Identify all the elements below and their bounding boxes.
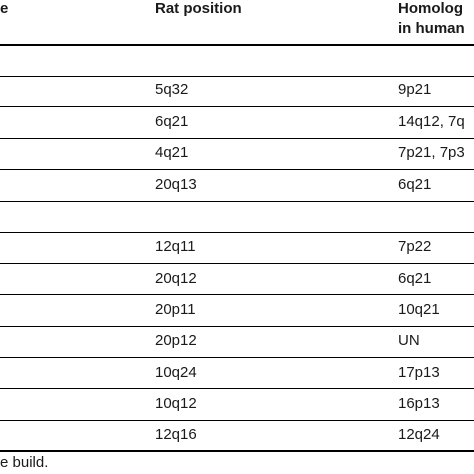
human-cell-row-9: 17p13	[398, 364, 440, 381]
homolog-header-line2: in human	[398, 20, 465, 37]
human-cell-row-10: 16p13	[398, 395, 440, 412]
row-rule-6	[0, 294, 474, 295]
rat-cell-row-4: 20q13	[155, 176, 197, 193]
row-rule-1	[0, 106, 474, 107]
row-rule-4	[0, 201, 474, 202]
row-rule-8	[0, 357, 474, 358]
rat-cell-row-11: 12q16	[155, 426, 197, 443]
rat-cell-row-3: 4q21	[155, 144, 189, 161]
rat-cell-row-1: 5q32	[155, 81, 189, 98]
rat-cell-row-7: 20p11	[155, 301, 196, 318]
row-rule-10	[0, 420, 474, 421]
rat-cell-row-10: 10q12	[155, 395, 197, 412]
human-cell-row-11: 12q24	[398, 426, 440, 443]
rat-cell-row-5: 12q11	[155, 238, 196, 255]
gene-column-header: e	[0, 0, 9, 17]
human-cell-row-6: 6q21	[398, 270, 432, 287]
rat-cell-row-2: 6q21	[155, 113, 189, 130]
human-cell-row-2: 14q12, 7q	[398, 113, 465, 130]
human-cell-row-3: 7p21, 7p3	[398, 144, 465, 161]
section-rule-2	[0, 232, 474, 233]
rat-cell-row-9: 10q24	[155, 364, 197, 381]
row-rule-2	[0, 138, 474, 139]
rat-cell-row-8: 20p12	[155, 332, 197, 349]
row-rule-5	[0, 263, 474, 264]
row-rule-7	[0, 326, 474, 327]
rat-position-header: Rat position	[155, 0, 242, 17]
human-cell-row-5: 7p22	[398, 238, 432, 255]
row-rule-9	[0, 388, 474, 389]
bottom-rule	[0, 450, 474, 452]
section-rule-1	[0, 76, 474, 77]
rat-cell-row-6: 20q12	[155, 270, 197, 287]
human-cell-row-7: 10q21	[398, 301, 440, 318]
homolog-header-line1: Homolog	[398, 0, 463, 17]
row-rule-3	[0, 169, 474, 170]
human-cell-row-8: UN	[398, 332, 420, 349]
human-cell-row-4: 6q21	[398, 176, 432, 193]
table-footnote: e build.	[0, 454, 49, 471]
header-rule	[0, 44, 474, 46]
human-cell-row-1: 9p21	[398, 81, 432, 98]
